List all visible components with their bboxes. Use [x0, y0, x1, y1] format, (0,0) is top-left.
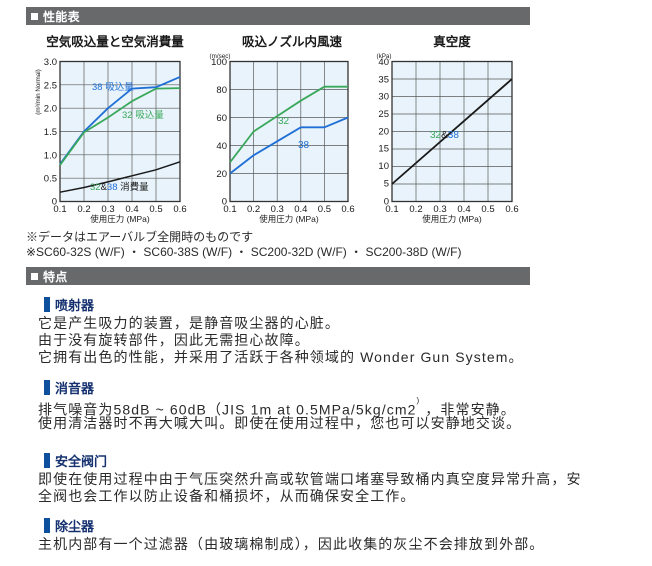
svg-text:真空度: 真空度 [433, 34, 471, 49]
svg-text:1.0: 1.0 [44, 150, 57, 161]
svg-text:3.0: 3.0 [44, 57, 57, 68]
svg-text:(m/sec): (m/sec) [210, 53, 231, 60]
svg-text:0.5: 0.5 [481, 204, 494, 215]
svg-text:2.5: 2.5 [44, 80, 57, 91]
svg-text:0.5: 0.5 [149, 204, 162, 215]
svg-text:(m³/min Normal): (m³/min Normal) [35, 69, 42, 114]
svg-text:空気吸込量と空気消費量: 空気吸込量と空気消費量 [46, 34, 184, 49]
svg-text:使用圧力 (MPa): 使用圧力 (MPa) [259, 214, 319, 224]
svg-text:1.5: 1.5 [44, 127, 57, 138]
svg-text:0.1: 0.1 [385, 204, 398, 215]
svg-text:0.5: 0.5 [44, 174, 57, 185]
svg-text:35: 35 [378, 74, 389, 85]
svg-text:使用圧力 (MPa): 使用圧力 (MPa) [90, 214, 150, 224]
svg-text:32&38 消費量: 32&38 消費量 [90, 181, 149, 193]
svg-text:0.2: 0.2 [77, 204, 90, 215]
svg-text:32&38: 32&38 [430, 130, 459, 141]
svg-text:使用圧力 (MPa): 使用圧力 (MPa) [422, 214, 482, 224]
svg-text:0.6: 0.6 [341, 204, 354, 215]
svg-text:30: 30 [378, 92, 389, 103]
svg-text:15: 15 [378, 144, 389, 155]
svg-text:2.0: 2.0 [44, 104, 57, 115]
svg-text:40: 40 [216, 141, 227, 152]
svg-text:20: 20 [378, 126, 389, 137]
svg-text:吸込ノズル内風速: 吸込ノズル内風速 [242, 34, 343, 49]
svg-text:10: 10 [378, 161, 389, 172]
svg-text:(kPa): (kPa) [376, 53, 391, 60]
svg-text:0.6: 0.6 [505, 204, 518, 215]
svg-text:0.5: 0.5 [318, 204, 331, 215]
svg-text:0.2: 0.2 [247, 204, 260, 215]
svg-text:38: 38 [298, 140, 310, 151]
svg-text:0.2: 0.2 [409, 204, 422, 215]
svg-text:60: 60 [216, 113, 227, 124]
svg-text:20: 20 [216, 169, 227, 180]
svg-text:5: 5 [384, 178, 389, 189]
svg-text:0.6: 0.6 [173, 204, 186, 215]
svg-text:32: 32 [278, 116, 290, 127]
svg-text:80: 80 [216, 85, 227, 96]
svg-text:32 吸込量: 32 吸込量 [122, 110, 164, 121]
svg-text:0.1: 0.1 [53, 204, 66, 215]
svg-text:25: 25 [378, 109, 389, 120]
svg-text:0.1: 0.1 [223, 204, 236, 215]
svg-text:38 吸込量: 38 吸込量 [92, 82, 134, 93]
